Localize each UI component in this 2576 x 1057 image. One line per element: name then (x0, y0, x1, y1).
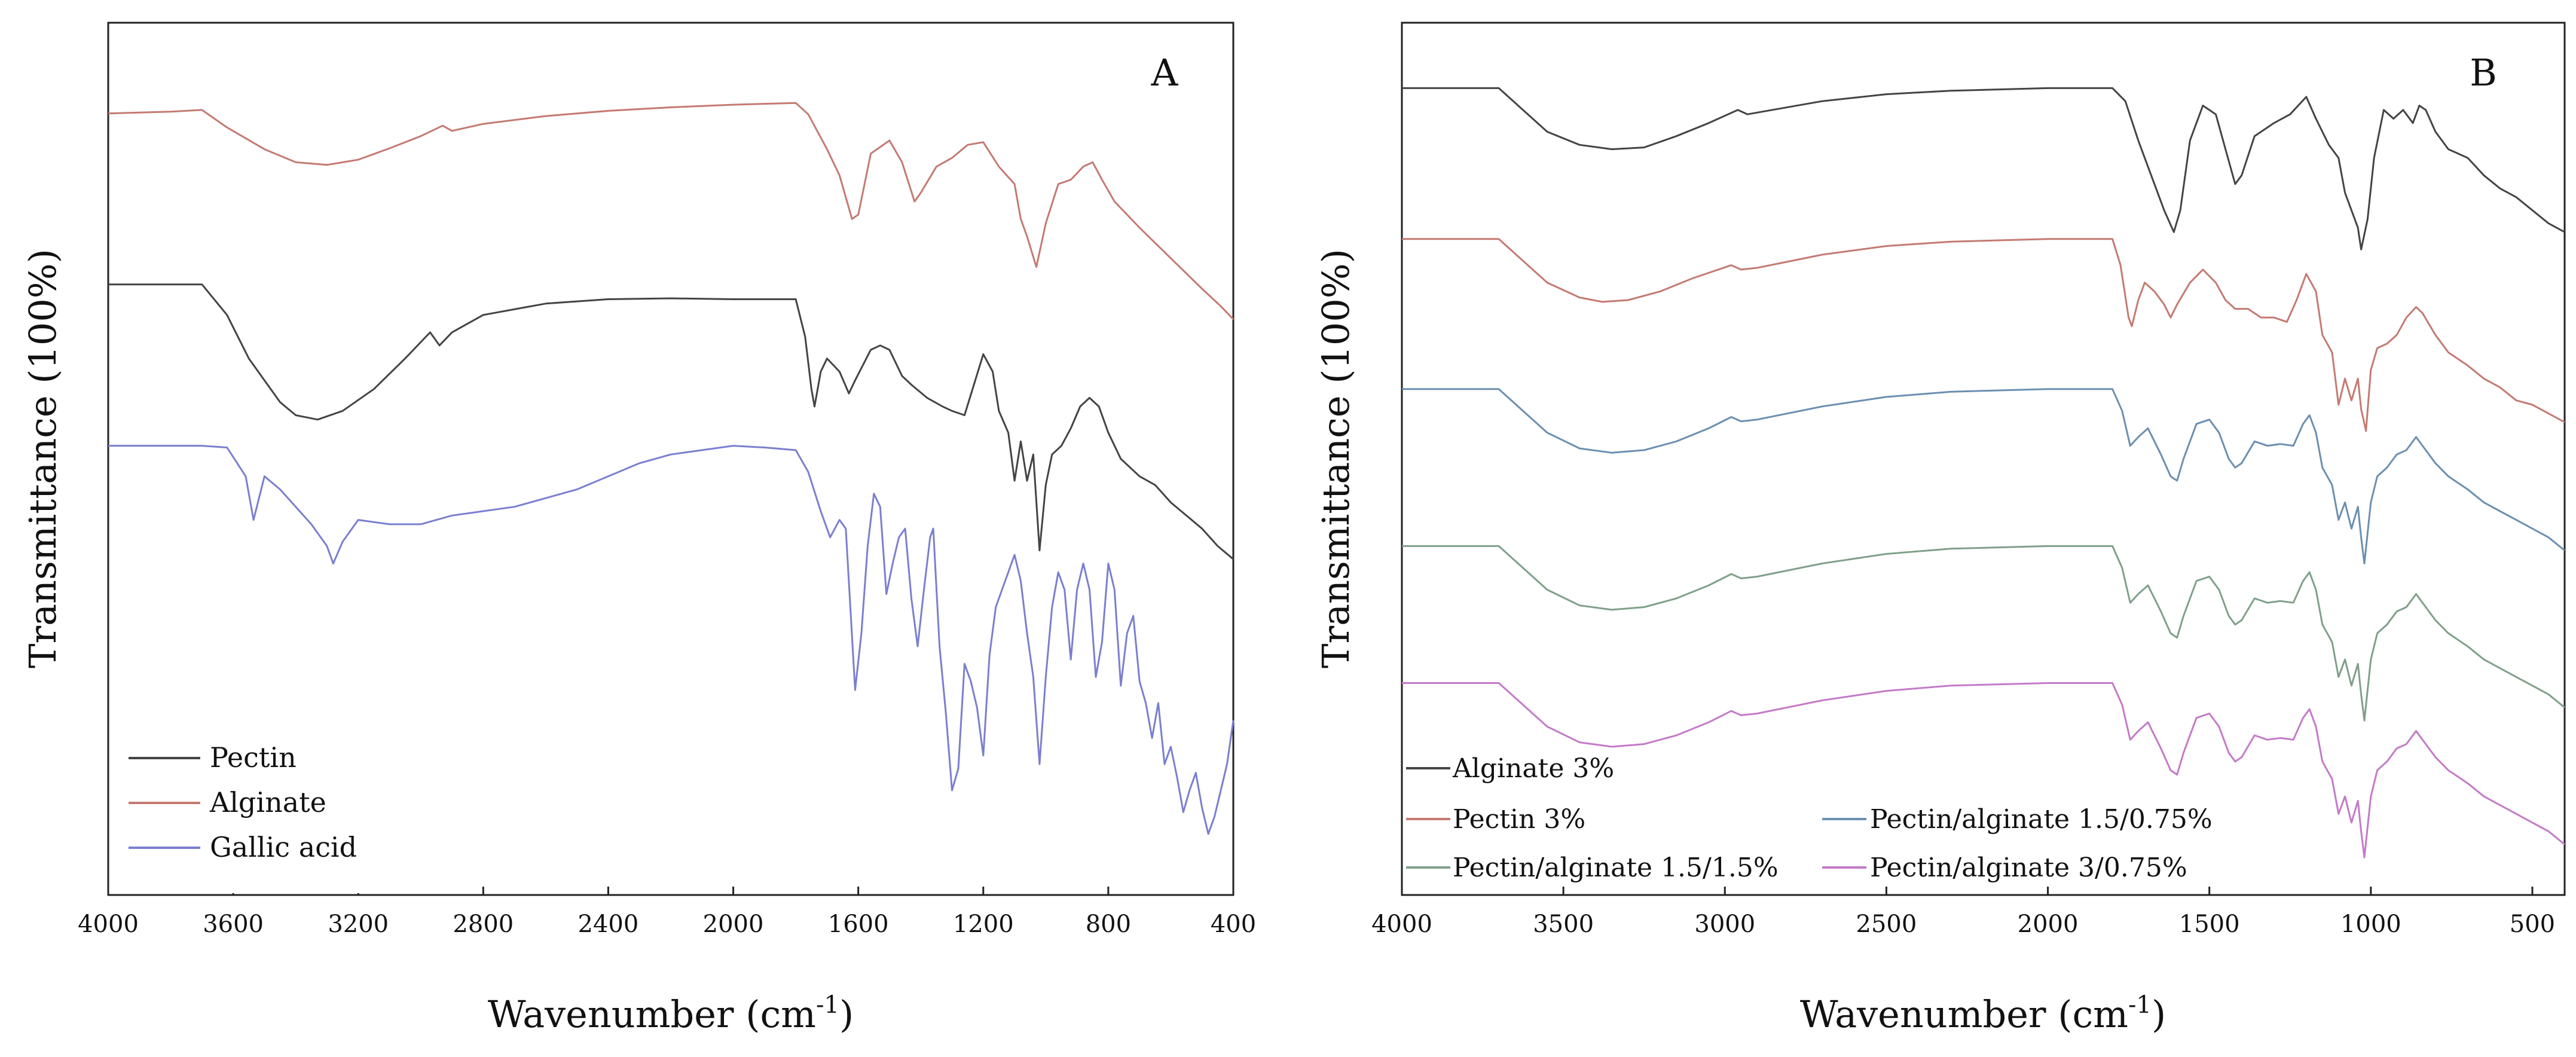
panel-a-x-tick-label-3200: 3200 (328, 911, 389, 938)
panel-b-x-tick-label-1500: 1500 (2179, 911, 2240, 938)
panel-b-series-pectin-3 (1402, 238, 2565, 432)
legend-label-alginate-3: Alginate 3% (1452, 753, 1614, 784)
panel-a-series-gallic-acid (108, 445, 1234, 835)
panel-a-x-axis: 4000 3600 3200 2800 2400 2000 1600 1200 800 400 (78, 887, 1256, 938)
panel-b-x-axis-label-main: Wavenumber (cm (1800, 992, 2128, 1036)
panel-b-x-axis-label-sup: -1 (2128, 991, 2152, 1019)
panel-b-series-pectin-alginate-1-5-1-5 (1402, 545, 2565, 722)
legend-label-pectin-alginate-3-0-75: Pectin/alginate 3/0.75% (1870, 853, 2187, 883)
panel-a-y-axis-label: Transmittance (100%) (21, 249, 65, 668)
panel-b-x-tick-label-500: 500 (2510, 911, 2555, 938)
panel-a: 4000 3600 3200 2800 2400 2000 1600 1200 800 400 A… (21, 22, 1256, 1036)
panel-b-y-axis-label: Transmittance (100%) (1314, 249, 1358, 668)
panel-a-x-tick-label-4000: 4000 (78, 911, 139, 938)
panel-b-x-tick-label-3000: 3000 (1694, 911, 1755, 938)
panel-a-x-tick-label-2800: 2800 (453, 911, 514, 938)
panel-b-letter: B (2470, 51, 2497, 94)
panel-b-x-tick-label-4000: 4000 (1371, 911, 1432, 938)
panel-b-x-tick-label-3500: 3500 (1533, 911, 1594, 938)
panel-b-x-tick-label-2500: 2500 (1856, 911, 1917, 938)
panel-a-x-axis-label-sup: -1 (816, 991, 839, 1019)
panel-a-x-tick-label-2400: 2400 (578, 911, 639, 938)
panel-b-series-pectin-alginate-1-5-0-75 (1402, 388, 2565, 565)
legend-label-pectin-alginate-1-5-0-75: Pectin/alginate 1.5/0.75% (1870, 804, 2213, 835)
panel-b-x-tick-label-2000: 2000 (2018, 911, 2079, 938)
panel-b-x-tick-label-1000: 1000 (2340, 911, 2401, 938)
panel-a-plot-frame (107, 22, 1234, 896)
legend-label-gallic-acid: Gallic acid (210, 831, 357, 863)
panel-a-x-tick-label-800: 800 (1086, 911, 1131, 938)
panel-a-legend: Pectin Alginate Gallic acid (110, 713, 421, 893)
panel-a-series-group (108, 102, 1234, 835)
panel-a-x-tick-label-2000: 2000 (703, 911, 764, 938)
panel-a-x-tick-label-1200: 1200 (953, 911, 1014, 938)
panel-b-series-group (1402, 87, 2565, 859)
panel-a-x-tick-label-400: 400 (1211, 911, 1256, 938)
panel-b-plot-frame (1401, 22, 2566, 896)
panel-b-series-alginate-3 (1402, 87, 2565, 250)
panel-b-legend: Alginate 3% Pectin 3% Pectin/alginate 1.… (1406, 753, 2213, 883)
panel-a-x-tick-label-1600: 1600 (828, 911, 889, 938)
panel-a-x-tick-label-3600: 3600 (203, 911, 264, 938)
panel-a-x-axis-label-close: ) (839, 992, 854, 1036)
panel-b-x-axis: 4000 3500 3000 2500 2000 1500 1000 500 (1371, 887, 2555, 938)
panel-b-series-pectin-alginate-3-0-75 (1402, 682, 2565, 859)
legend-label-pectin-3: Pectin 3% (1453, 804, 1585, 835)
panel-a-series-pectin (108, 283, 1234, 560)
panel-a-x-axis-label: Wavenumber (cm-1) (488, 991, 854, 1036)
panel-a-letter: A (1151, 51, 1179, 94)
panel-b-x-axis-label-close: ) (2152, 992, 2166, 1036)
legend-label-pectin-alginate-1-5-1-5: Pectin/alginate 1.5/1.5% (1453, 853, 1779, 883)
panel-a-series-alginate (108, 102, 1234, 320)
legend-label-alginate: Alginate (209, 786, 326, 818)
panel-b-x-axis-label: Wavenumber (cm-1) (1800, 991, 2166, 1036)
panel-b: 4000 3500 3000 2500 2000 1500 1000 500 B Transm… (1314, 22, 2566, 1036)
panel-a-x-axis-label-main: Wavenumber (cm (488, 992, 816, 1036)
legend-label-pectin: Pectin (210, 741, 297, 774)
